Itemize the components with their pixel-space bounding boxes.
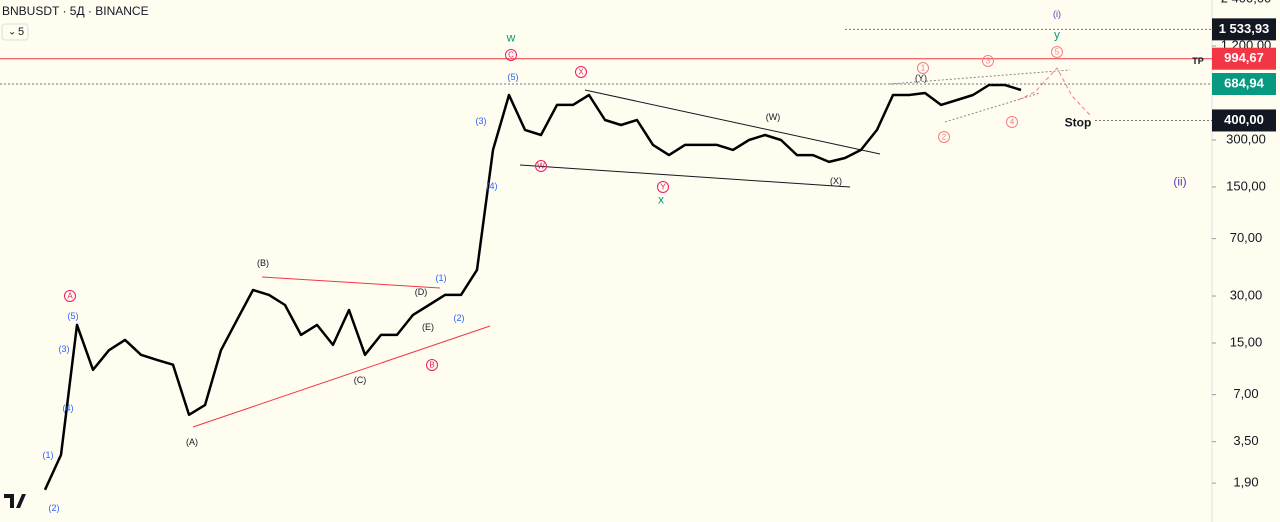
annotation-circle bbox=[535, 160, 547, 172]
annotation: (3) bbox=[476, 116, 487, 126]
logo bbox=[4, 494, 26, 508]
annotation: (5) bbox=[508, 72, 519, 82]
y-tick-label: 15,00 bbox=[1230, 334, 1263, 349]
y-tick-label: 1,90 bbox=[1233, 475, 1258, 490]
annotation: (E) bbox=[422, 322, 434, 332]
annotation: (1) bbox=[43, 450, 54, 460]
y-tick-label: 70,00 bbox=[1230, 230, 1263, 245]
annotation: Y bbox=[660, 183, 666, 192]
price-label-box bbox=[1212, 47, 1276, 70]
annotation: (2) bbox=[454, 313, 465, 323]
interval-button[interactable]: ⌄ 5 bbox=[1, 23, 29, 41]
annotation: Stop bbox=[1065, 116, 1092, 130]
chart-title: BNBUSDT · 5Д · BINANCE bbox=[2, 4, 149, 18]
annotation-circle bbox=[1006, 116, 1018, 128]
y-tick-label: 3,50 bbox=[1233, 433, 1258, 448]
annotation-circle bbox=[426, 359, 438, 371]
annotation: 2 bbox=[942, 133, 947, 142]
annotation: x bbox=[658, 193, 664, 207]
interval-chevron: ⌄ bbox=[8, 27, 16, 38]
y-tick-label: 150,00 bbox=[1226, 178, 1266, 193]
annotation: (i) bbox=[1053, 9, 1061, 19]
annotation: (B) bbox=[257, 258, 269, 268]
price-label: 994,67 bbox=[1224, 50, 1264, 65]
annotation-circle bbox=[1051, 46, 1063, 58]
annotation: 5 bbox=[1055, 48, 1060, 57]
annotation: (ii) bbox=[1173, 175, 1186, 189]
y-tick-label: 300,00 bbox=[1226, 131, 1266, 146]
annotation: C bbox=[508, 51, 514, 60]
annotation: (D) bbox=[415, 287, 428, 297]
annotation-circle bbox=[505, 49, 517, 61]
annotation-circle bbox=[938, 131, 950, 143]
annotation-circle bbox=[64, 290, 76, 302]
annotation: (Y) bbox=[915, 73, 927, 83]
annotation: (3) bbox=[59, 344, 70, 354]
annotation: y bbox=[1054, 28, 1060, 42]
interval-text: 5 bbox=[18, 26, 24, 38]
annotation: (C) bbox=[354, 375, 367, 385]
annotation: (W) bbox=[766, 112, 781, 122]
annotation: (2) bbox=[49, 503, 60, 513]
annotation: (A) bbox=[186, 437, 198, 447]
annotation: W bbox=[537, 162, 545, 171]
annotation: (1) bbox=[436, 273, 447, 283]
annotation-circle bbox=[982, 55, 994, 67]
annotation: 4 bbox=[1010, 118, 1015, 127]
annotation: (4) bbox=[63, 403, 74, 413]
price-label: 400,00 bbox=[1224, 112, 1264, 127]
annotation: (X) bbox=[830, 176, 842, 186]
y-tick-label: 7,00 bbox=[1233, 386, 1258, 401]
annotation-circle bbox=[917, 62, 929, 74]
annotation: 3 bbox=[986, 57, 991, 66]
price-label: 1 533,93 bbox=[1219, 21, 1270, 36]
price-line-series bbox=[43, 83, 1022, 491]
annotation-circle bbox=[657, 181, 669, 193]
price-label-box bbox=[1212, 18, 1276, 41]
annotation: w bbox=[506, 31, 516, 45]
price-label-box bbox=[1212, 109, 1276, 132]
annotation-circle bbox=[575, 66, 587, 78]
annotation: 1 bbox=[921, 64, 926, 73]
annotation: TP bbox=[1192, 56, 1204, 66]
price-label: 684,94 bbox=[1224, 75, 1265, 90]
trendlines bbox=[192, 67, 1091, 428]
y-tick-label: 2 400,00 bbox=[1221, 0, 1272, 5]
annotation: (4) bbox=[487, 181, 498, 191]
annotation: A bbox=[67, 292, 73, 301]
annotation: (5) bbox=[68, 311, 79, 321]
annotation: B bbox=[429, 361, 434, 370]
y-tick-label: 30,00 bbox=[1230, 287, 1263, 302]
price-label-box bbox=[1212, 72, 1276, 95]
annotation: X bbox=[578, 68, 584, 77]
